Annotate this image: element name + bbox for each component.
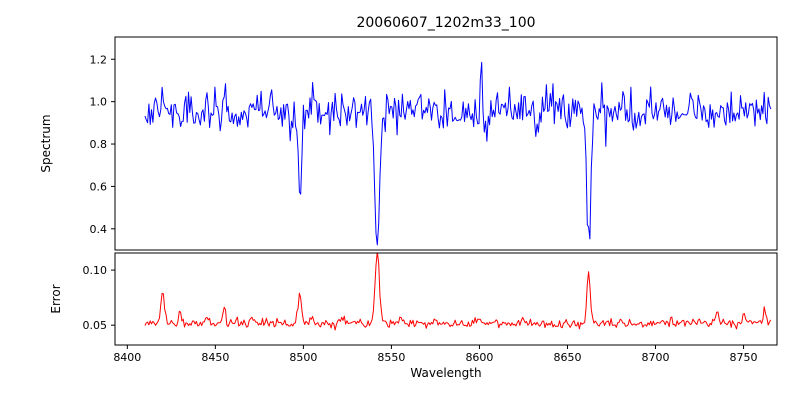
x-axis-label: Wavelength: [410, 366, 481, 380]
x-tick-label: 8650: [553, 351, 581, 364]
x-tick-label: 8600: [465, 351, 493, 364]
spectrum-y-tick-label: 0.6: [90, 180, 108, 193]
x-axis-ticks: 8400 8450 8500 8550 8600 8650 8700 8750: [113, 345, 758, 364]
spectrum-y-tick-label: 0.4: [90, 223, 108, 236]
x-tick-label: 8400: [113, 351, 141, 364]
x-tick-label: 8750: [730, 351, 758, 364]
spectrum-y-ticks: 0.4 0.6 0.8 1.0 1.2: [90, 53, 115, 236]
error-axes-box: [114, 252, 778, 346]
spectrum-y-tick-label: 0.8: [90, 138, 108, 151]
error-y-ticks: 0.05 0.10: [83, 264, 115, 332]
x-tick-label: 8550: [377, 351, 405, 364]
x-tick-label: 8500: [289, 351, 317, 364]
x-tick-label: 8700: [642, 351, 670, 364]
error-y-tick-label: 0.05: [83, 319, 108, 332]
spectrum-line: [144, 61, 772, 246]
spectrum-y-tick-label: 1.0: [90, 96, 108, 109]
error-y-axis-label: Error: [49, 284, 63, 313]
error-y-tick-label: 0.10: [83, 264, 108, 277]
x-tick-label: 8450: [201, 351, 229, 364]
spectrum-panel: 0.4 0.6 0.8 1.0 1.2 Spectrum: [39, 36, 778, 251]
spectrum-axes-box: [114, 36, 778, 251]
plot-title: 20060607_1202m33_100: [356, 15, 535, 31]
spectrum-y-axis-label: Spectrum: [39, 114, 53, 172]
error-line: [144, 253, 772, 331]
error-panel: 0.05 0.10 Error: [49, 252, 778, 346]
spectrum-y-tick-label: 1.2: [90, 53, 108, 66]
